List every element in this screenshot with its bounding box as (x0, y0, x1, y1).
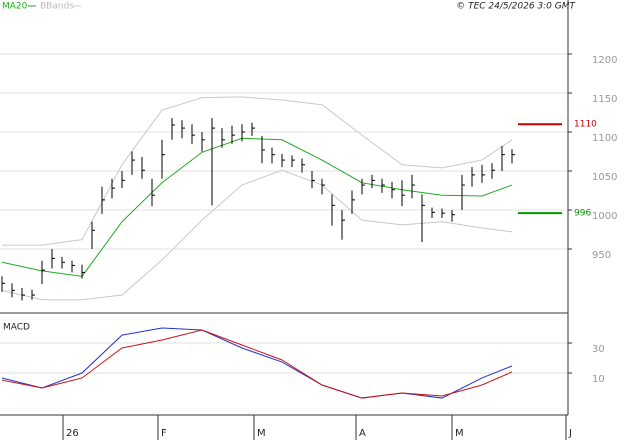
level-label: 1110 (574, 120, 597, 130)
y-tick-label: 10 (592, 374, 605, 385)
band-upper (2, 96, 513, 246)
y-tick-label: 1200 (592, 55, 617, 66)
legend-bbands: BBands (40, 2, 74, 12)
ma-line (1, 137, 513, 277)
x-tick-label: J (568, 428, 572, 439)
x-tick-label: A (359, 428, 366, 439)
y-tick-label: 1100 (592, 133, 617, 144)
band-lower (1, 169, 513, 301)
macd-line (1, 329, 513, 399)
level-label: 996 (574, 209, 591, 219)
y-tick-label: 1050 (592, 172, 617, 183)
y-tick-label: 30 (592, 344, 605, 355)
x-tick-label: M (257, 428, 266, 439)
y-tick-label: 950 (592, 250, 611, 261)
macd-line (1, 327, 513, 399)
y-tick-label: 1150 (592, 94, 617, 105)
panel-title: MACD (3, 323, 30, 333)
x-tick-label: F (161, 428, 167, 439)
x-tick-label: 26 (66, 428, 79, 439)
copyright: © TEC 24/5/2026 3:0 GMT (456, 2, 576, 12)
y-tick-label: 1000 (592, 211, 617, 222)
legend-ma20: MA20 (2, 2, 28, 12)
x-tick-label: M (455, 428, 464, 439)
